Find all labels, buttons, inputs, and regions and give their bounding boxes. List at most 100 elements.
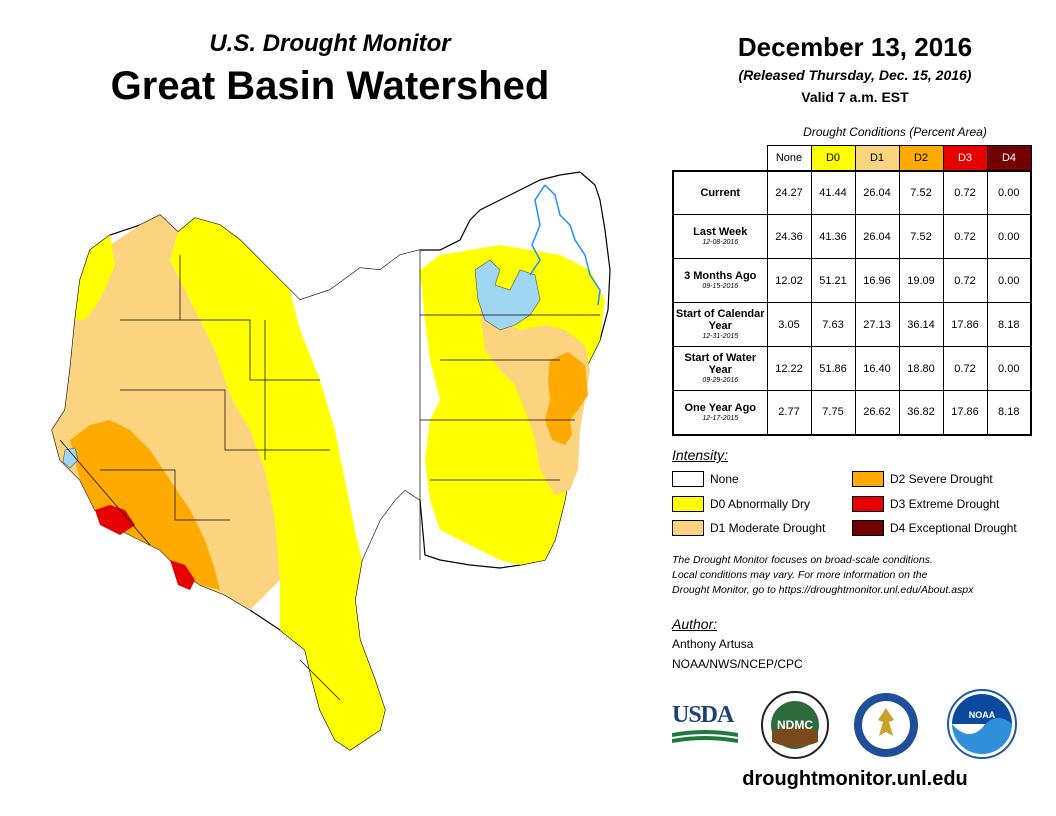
table-cell: 0.72 (942, 346, 988, 391)
legend-item-d2: D2 Severe Drought (852, 471, 993, 487)
table-cell: 0.00 (986, 258, 1032, 303)
drought-map (51, 171, 611, 751)
author-organization: NOAA/NWS/NCEP/CPC (672, 657, 803, 671)
disclaimer-note: The Drought Monitor focuses on broad-sca… (672, 553, 1032, 598)
legend-label: D2 Severe Drought (890, 472, 993, 486)
legend-heading: Intensity: (672, 447, 729, 463)
legend-label: D1 Moderate Drought (710, 521, 826, 535)
row-label: 3 Months Ago (684, 270, 757, 282)
table-row-last-week: Last Week 12-08-2016 24.36 41.36 26.04 7.… (672, 214, 1032, 259)
table-cell: 0.72 (942, 258, 988, 303)
boundary-lines (59, 250, 600, 701)
note-line: Drought Monitor, go to https://droughtmo… (672, 584, 974, 596)
row-sublabel: 12-08-2016 (702, 239, 739, 246)
category-header-d2: D2 (898, 145, 944, 171)
table-caption: Drought Conditions (Percent Area) (803, 125, 987, 139)
table-row-start-water-year: Start of Water Year 09-29-2016 12.22 51.8… (672, 346, 1032, 391)
note-line: Local conditions may vary. For more info… (672, 569, 928, 581)
table-cell: 16.96 (854, 258, 900, 303)
map-date: December 13, 2016 (737, 32, 973, 62)
valid-time: Valid 7 a.m. EST (801, 89, 909, 105)
table-cell: 12.02 (766, 258, 812, 303)
row-label: One Year Ago (684, 401, 757, 414)
table-cell: 26.62 (854, 390, 900, 436)
d3-region-south (170, 560, 195, 590)
legend-item-none: None (672, 471, 739, 487)
drought-conditions-table: None D0 D1 D2 D3 D4 Current 24.27 41.44 … (672, 145, 1032, 436)
row-label: Start of Calendar Year (675, 308, 765, 332)
usda-hills-icon (672, 730, 738, 743)
row-sublabel: 09-29-2016 (702, 377, 739, 384)
footer-url[interactable]: droughtmonitor.unl.edu (742, 768, 968, 790)
legend-item-d1: D1 Moderate Drought (672, 520, 825, 536)
legend-label: D0 Abnormally Dry (710, 497, 811, 511)
table-row-current: Current 24.27 41.44 26.04 7.52 0.72 0.00 (672, 169, 1032, 215)
legend-swatch (852, 496, 884, 512)
row-sublabel: 12-17-2015 (702, 414, 739, 422)
category-header-d4: D4 (986, 145, 1032, 171)
release-date: (Released Thursday, Dec. 15, 2016) (738, 67, 972, 83)
category-header-none: None (766, 145, 812, 171)
d3-region-southwest (95, 505, 135, 535)
row-sublabel: 12-31-2015 (702, 333, 739, 340)
table-cell: 24.36 (766, 214, 812, 259)
d2-region-west (70, 420, 220, 590)
legend-label: D3 Extreme Drought (890, 497, 1000, 511)
bear-river (529, 184, 601, 306)
d0-region-west (75, 235, 115, 320)
table-cell: 2.77 (766, 390, 812, 436)
legend-label: None (710, 472, 739, 486)
author-heading: Author: (672, 616, 718, 632)
table-cell: 24.27 (766, 169, 812, 215)
category-header-d0: D0 (810, 145, 856, 171)
author-name: Anthony Artusa (672, 637, 754, 651)
map-subtitle: U.S. Drought Monitor (209, 30, 451, 57)
noaa-logo: NOAA (947, 689, 1017, 759)
row-sublabel: 09-15-2016 (702, 283, 739, 290)
great-salt-lake (474, 259, 541, 331)
legend-swatch (672, 520, 704, 536)
table-cell: 16.40 (854, 346, 900, 391)
table-cell: 0.00 (986, 346, 1032, 391)
legend-item-d3: D3 Extreme Drought (852, 496, 999, 512)
table-cell: 19.09 (898, 258, 944, 303)
table-row-3-months-ago: 3 Months Ago 09-15-2016 12.02 51.21 16.96… (672, 258, 1032, 303)
table-cell: 36.14 (898, 302, 944, 347)
table-cell: 41.44 (810, 169, 856, 215)
table-cell: 8.18 (986, 390, 1032, 436)
table-cell: 7.52 (898, 169, 944, 215)
legend-item-d4: D4 Exceptional Drought (852, 520, 1017, 536)
table-row-start-calendar-year: Start of Calendar Year 12-31-2015 3.05 7.… (672, 302, 1032, 347)
legend-swatch (852, 520, 884, 536)
table-cell: 51.21 (810, 258, 856, 303)
table-cell: 41.36 (810, 214, 856, 259)
table-cell: 0.72 (942, 169, 988, 215)
row-label: Last Week (693, 226, 748, 238)
legend-swatch (852, 471, 884, 487)
no-drought-region (262, 250, 425, 560)
table-cell: 27.13 (854, 302, 900, 347)
table-row-one-year-ago: One Year Ago 12-17-2015 2.77 7.75 26.62 3… (672, 390, 1032, 436)
table-cell: 26.04 (854, 214, 900, 259)
row-label: Current (700, 186, 741, 199)
ndmc-logo-text: NDMC (777, 718, 813, 732)
legend-item-d0: D0 Abnormally Dry (672, 496, 810, 512)
lake-tahoe (62, 447, 79, 469)
table-cell: 3.05 (766, 302, 812, 347)
category-header-d3: D3 (942, 145, 988, 171)
category-header-d1: D1 (854, 145, 900, 171)
noaa-logo-text: NOAA (969, 710, 996, 720)
table-cell: 7.52 (898, 214, 944, 259)
table-cell: 12.22 (766, 346, 812, 391)
table-cell: 0.72 (942, 214, 988, 259)
legend-swatch (672, 496, 704, 512)
row-label: Start of Water Year (684, 352, 757, 376)
note-line: The Drought Monitor focuses on broad-sca… (672, 554, 933, 566)
table-cell: 17.86 (942, 390, 988, 436)
map-title: Great Basin Watershed (110, 64, 550, 108)
ndmc-logo: NDMC (761, 691, 829, 759)
usda-logo: USDA (672, 702, 738, 748)
table-cell: 0.00 (986, 214, 1032, 259)
table-cell: 26.04 (854, 169, 900, 215)
commerce-seal (854, 693, 918, 757)
